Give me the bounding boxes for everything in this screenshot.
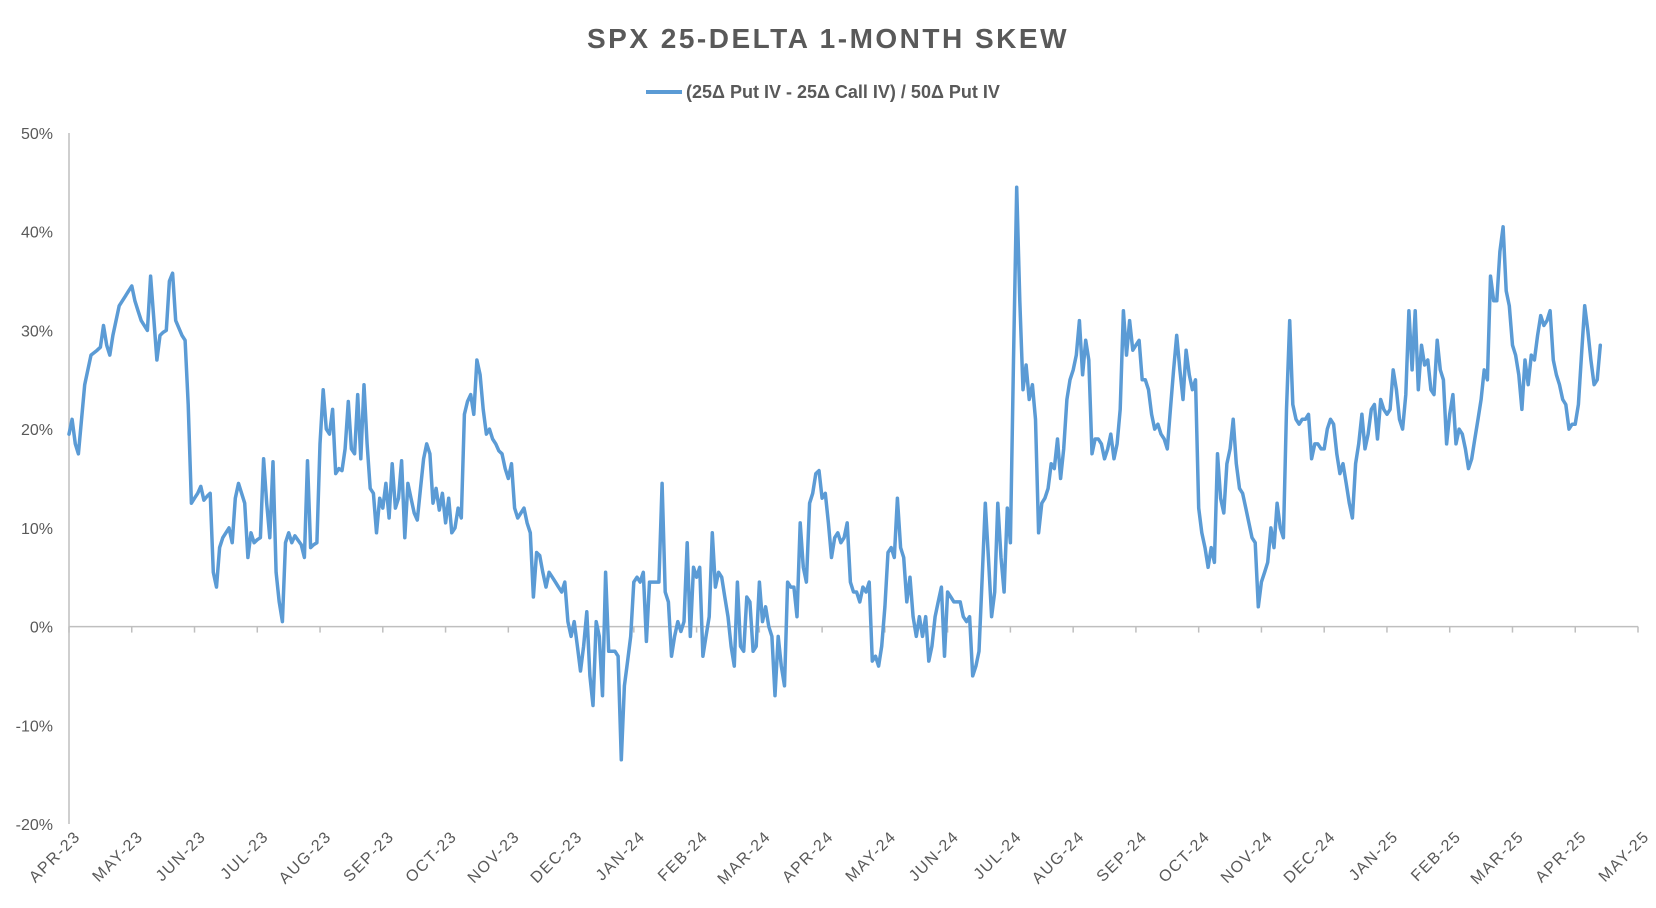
x-tick-label: FEB-25 [1408, 828, 1465, 885]
legend: (25Δ Put IV - 25Δ Call IV) / 50Δ Put IV [646, 82, 1000, 102]
y-tick-label: 40% [21, 225, 53, 242]
y-axis-tick-labels: 50% 40% 30% 20% 10% 0% -10% -20% [16, 126, 53, 834]
axes [68, 133, 1639, 824]
x-tick-label: MAY-23 [90, 828, 147, 885]
x-tick-label: APR-24 [779, 828, 837, 886]
x-tick-label: NOV-24 [1218, 828, 1277, 887]
x-tick-label: NOV-23 [465, 828, 524, 887]
x-tick-label: DEC-23 [528, 828, 587, 887]
x-tick-label: APR-25 [1532, 828, 1590, 886]
y-tick-label: -10% [16, 718, 53, 735]
x-tick-label: JAN-25 [1346, 828, 1402, 884]
x-tick-label: JUL-24 [971, 828, 1026, 883]
series-layer [67, 185, 1603, 762]
x-tick-label: JUN-24 [906, 828, 963, 885]
x-tick-label: FEB-24 [655, 828, 712, 885]
chart-title: SPX 25-DELTA 1-MONTH SKEW [587, 23, 1069, 54]
x-tick-label: JUL-23 [218, 828, 273, 883]
x-tick-label: SEP-23 [341, 828, 398, 885]
x-tick-label: OCT-24 [1156, 828, 1214, 886]
x-tick-label: JAN-24 [593, 828, 649, 884]
y-tick-label: 30% [21, 323, 53, 340]
x-tick-label: MAR-24 [715, 828, 775, 888]
x-tick-label: MAY-24 [843, 828, 900, 885]
x-axis-tick-labels: APR-23 MAY-23 JUN-23 JUL-23 AUG-23 SEP-23 OCT-… [26, 828, 1653, 888]
legend-label: (25Δ Put IV - 25Δ Call IV) / 50Δ Put IV [686, 82, 1000, 102]
x-tick-label: SEP-24 [1094, 828, 1151, 885]
x-tick-label: DEC-24 [1281, 828, 1340, 887]
x-tick-label: MAY-25 [1596, 828, 1653, 885]
x-tick-label: APR-23 [26, 828, 84, 886]
y-tick-label: 50% [21, 126, 53, 143]
series-line-skew [67, 185, 1603, 762]
x-tick-label: JUN-23 [153, 828, 210, 885]
y-tick-label: 0% [30, 620, 53, 637]
y-tick-label: -20% [16, 817, 53, 834]
x-tick-label: OCT-23 [403, 828, 461, 886]
y-tick-label: 20% [21, 422, 53, 439]
x-tick-label: AUG-24 [1029, 828, 1088, 887]
y-tick-label: 10% [21, 521, 53, 538]
x-tick-label: AUG-23 [276, 828, 335, 887]
x-tick-label: MAR-25 [1468, 828, 1528, 888]
